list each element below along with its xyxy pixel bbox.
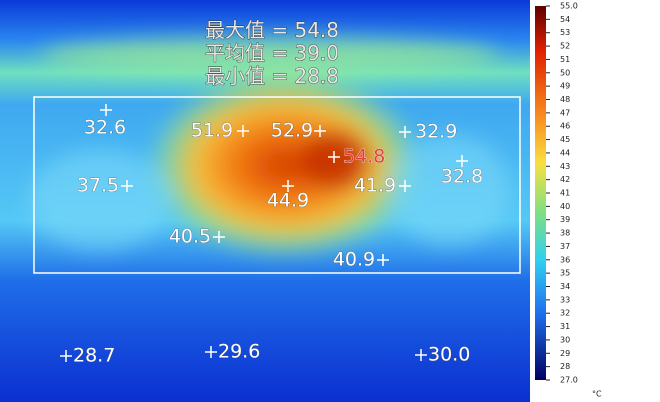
- crosshair: [377, 254, 389, 266]
- scale-label: 31: [560, 322, 570, 331]
- crosshair: [456, 155, 468, 167]
- spot-reading: 30.0: [428, 344, 470, 366]
- scale-label: 42: [560, 175, 570, 184]
- spot-reading: 44.9: [267, 190, 309, 212]
- scale-label: 55.0: [560, 2, 578, 11]
- spot-reading: 41.9: [354, 175, 396, 197]
- spot-reading: 29.6: [218, 341, 260, 363]
- scale-label: 49: [560, 82, 570, 91]
- crosshair: [314, 125, 326, 137]
- spot-reading: 40.9: [333, 249, 375, 271]
- unit-label: °C: [592, 390, 602, 399]
- scale-label: 28: [560, 362, 570, 371]
- scale-label: 34: [560, 282, 570, 291]
- spot-reading: 51.9: [191, 120, 233, 142]
- scale-label: 48: [560, 95, 570, 104]
- scale-label: 29: [560, 349, 570, 358]
- spot-reading: 32.8: [441, 166, 483, 188]
- measure-box: [33, 96, 521, 274]
- scale-label: 45: [560, 135, 570, 144]
- spot-reading: 37.5: [77, 175, 119, 197]
- scale-label: 43: [560, 162, 570, 171]
- spot-reading: 54.8: [343, 146, 385, 168]
- scale-label: 32: [560, 309, 570, 318]
- heat-regions: [30, 37, 510, 260]
- avg-stat: 平均值 = 39.0: [205, 41, 339, 65]
- spot-reading: 32.9: [415, 121, 457, 143]
- scale-label: 27.0: [560, 376, 578, 385]
- scale-label: 51: [560, 55, 570, 64]
- scale-label: 46: [560, 122, 570, 131]
- spot-reading: 28.7: [73, 345, 115, 367]
- scale-label: 36: [560, 255, 570, 264]
- scale-label: 40: [560, 202, 570, 211]
- scale-label: 37: [560, 242, 570, 251]
- spot-reading: 32.6: [84, 117, 126, 139]
- scale-label: 33: [560, 295, 570, 304]
- scale-label: 53: [560, 28, 570, 37]
- scale-label: 54: [560, 15, 570, 24]
- crosshair: [399, 180, 411, 192]
- scale-label: 41: [560, 189, 570, 198]
- scale-label: 35: [560, 269, 570, 278]
- scale-label: 39: [560, 215, 570, 224]
- scale-label: 30: [560, 335, 570, 344]
- crosshair: [415, 349, 427, 361]
- min-stat: 最小值 = 28.8: [205, 64, 339, 88]
- scale-label: 47: [560, 108, 570, 117]
- crosshair: [328, 151, 340, 163]
- crosshair: [282, 180, 294, 192]
- scale-label: 52: [560, 42, 570, 51]
- color-bar: [535, 6, 546, 380]
- crosshair: [100, 104, 112, 116]
- crosshair: [237, 125, 249, 137]
- crosshair: [399, 126, 411, 138]
- crosshair: [121, 180, 133, 192]
- crosshair: [213, 231, 225, 243]
- crosshair: [205, 346, 217, 358]
- scale-label: 50: [560, 68, 570, 77]
- spot-reading: 40.5: [169, 226, 211, 248]
- spot-reading: 52.9: [271, 120, 313, 142]
- scale-label: 44: [560, 148, 570, 157]
- crosshair: [60, 350, 72, 362]
- scale-label: 38: [560, 229, 570, 238]
- max-stat: 最大值 = 54.8: [205, 18, 339, 42]
